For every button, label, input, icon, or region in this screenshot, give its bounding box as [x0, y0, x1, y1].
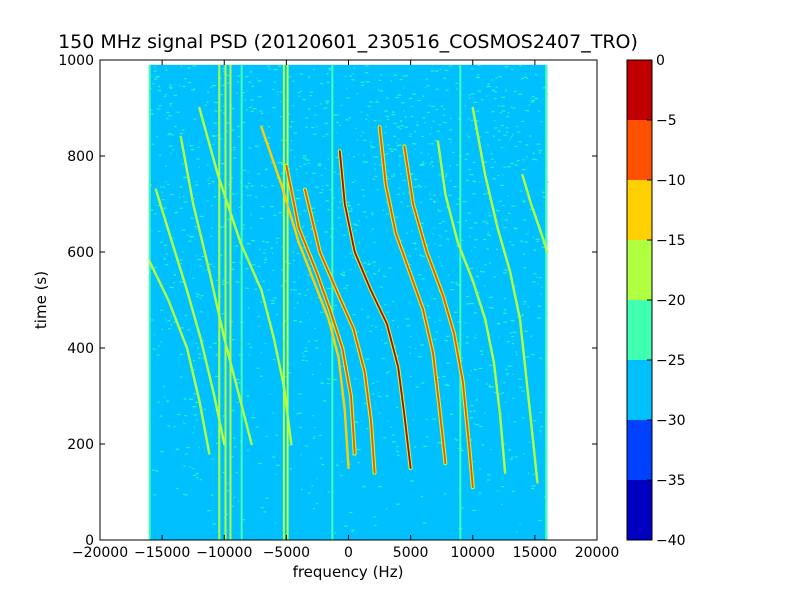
- y-axis-label: time (s): [32, 271, 50, 329]
- doppler-trace-8: [378, 126, 447, 465]
- heatmap: [148, 64, 550, 540]
- x-axis: −20000 −15000 −10000 −5000 0 5000 10000 15000 20…: [72, 60, 619, 561]
- colorbar-tick-label: −15: [656, 233, 686, 249]
- doppler-trace-4: [260, 126, 350, 470]
- y-tick-label: 200: [67, 437, 94, 453]
- chart-title: 150 MHz signal PSD (20120601_230516_COSM…: [58, 31, 638, 53]
- y-tick-label: 1000: [58, 53, 94, 69]
- x-tick-label: 10000: [450, 545, 495, 561]
- x-tick-label: −15000: [134, 545, 190, 561]
- x-tick-label: 20000: [575, 545, 620, 561]
- x-tick-label: −20000: [72, 545, 128, 561]
- colorbar-segment: [627, 300, 652, 360]
- doppler-trace-10: [436, 140, 507, 474]
- y-tick-label: 0: [85, 533, 94, 549]
- y-tick-label: 600: [67, 245, 94, 261]
- doppler-trace-9: [403, 145, 474, 489]
- x-tick-label: 0: [344, 545, 353, 561]
- colorbar-segment: [627, 240, 652, 300]
- doppler-trace-3: [198, 106, 293, 446]
- colorbar-tick-label: −20: [656, 293, 686, 309]
- colorbar-tick-label: −35: [656, 473, 686, 489]
- colorbar-tick-label: −10: [656, 173, 686, 189]
- colorbar-tick-label: −40: [656, 533, 686, 549]
- colorbar-tick-label: 0: [656, 53, 665, 69]
- doppler-trace-12: [521, 174, 549, 254]
- doppler-trace-11: [471, 106, 539, 484]
- colorbar-segment: [627, 480, 652, 540]
- x-tick-label: −10000: [196, 545, 252, 561]
- x-tick-label: 15000: [513, 545, 558, 561]
- doppler-trace-5: [285, 164, 356, 455]
- plot-area: −20000 −15000 −10000 −5000 0 5000 10000 15000 20…: [58, 53, 619, 561]
- colorbar-segment: [627, 360, 652, 420]
- colorbar-segment: [627, 120, 652, 180]
- colorbar-tick-label: −30: [656, 413, 686, 429]
- doppler-trace-2: [179, 135, 253, 446]
- colorbar-segment: [627, 60, 652, 120]
- x-tick-label: 5000: [393, 545, 429, 561]
- colorbar-segment: [627, 180, 652, 240]
- y-axis: 0 200 400 600 800 1000: [58, 53, 597, 549]
- colorbar-tick-label: −25: [656, 353, 686, 369]
- y-tick-label: 800: [67, 149, 94, 165]
- x-axis-label: frequency (Hz): [293, 563, 404, 581]
- colorbar-tick-label: −5: [656, 113, 677, 129]
- doppler-trace-1: [154, 188, 226, 446]
- doppler-trace-0: [148, 260, 211, 455]
- colorbar-segment: [627, 420, 652, 480]
- colorbar: −40 −35 −30 −25 −20 −15 −10 −5 0: [626, 53, 686, 549]
- x-tick-label: −5000: [263, 545, 310, 561]
- y-tick-label: 400: [67, 341, 94, 357]
- doppler-trace-7: [338, 150, 412, 469]
- doppler-trace-6: [304, 188, 376, 474]
